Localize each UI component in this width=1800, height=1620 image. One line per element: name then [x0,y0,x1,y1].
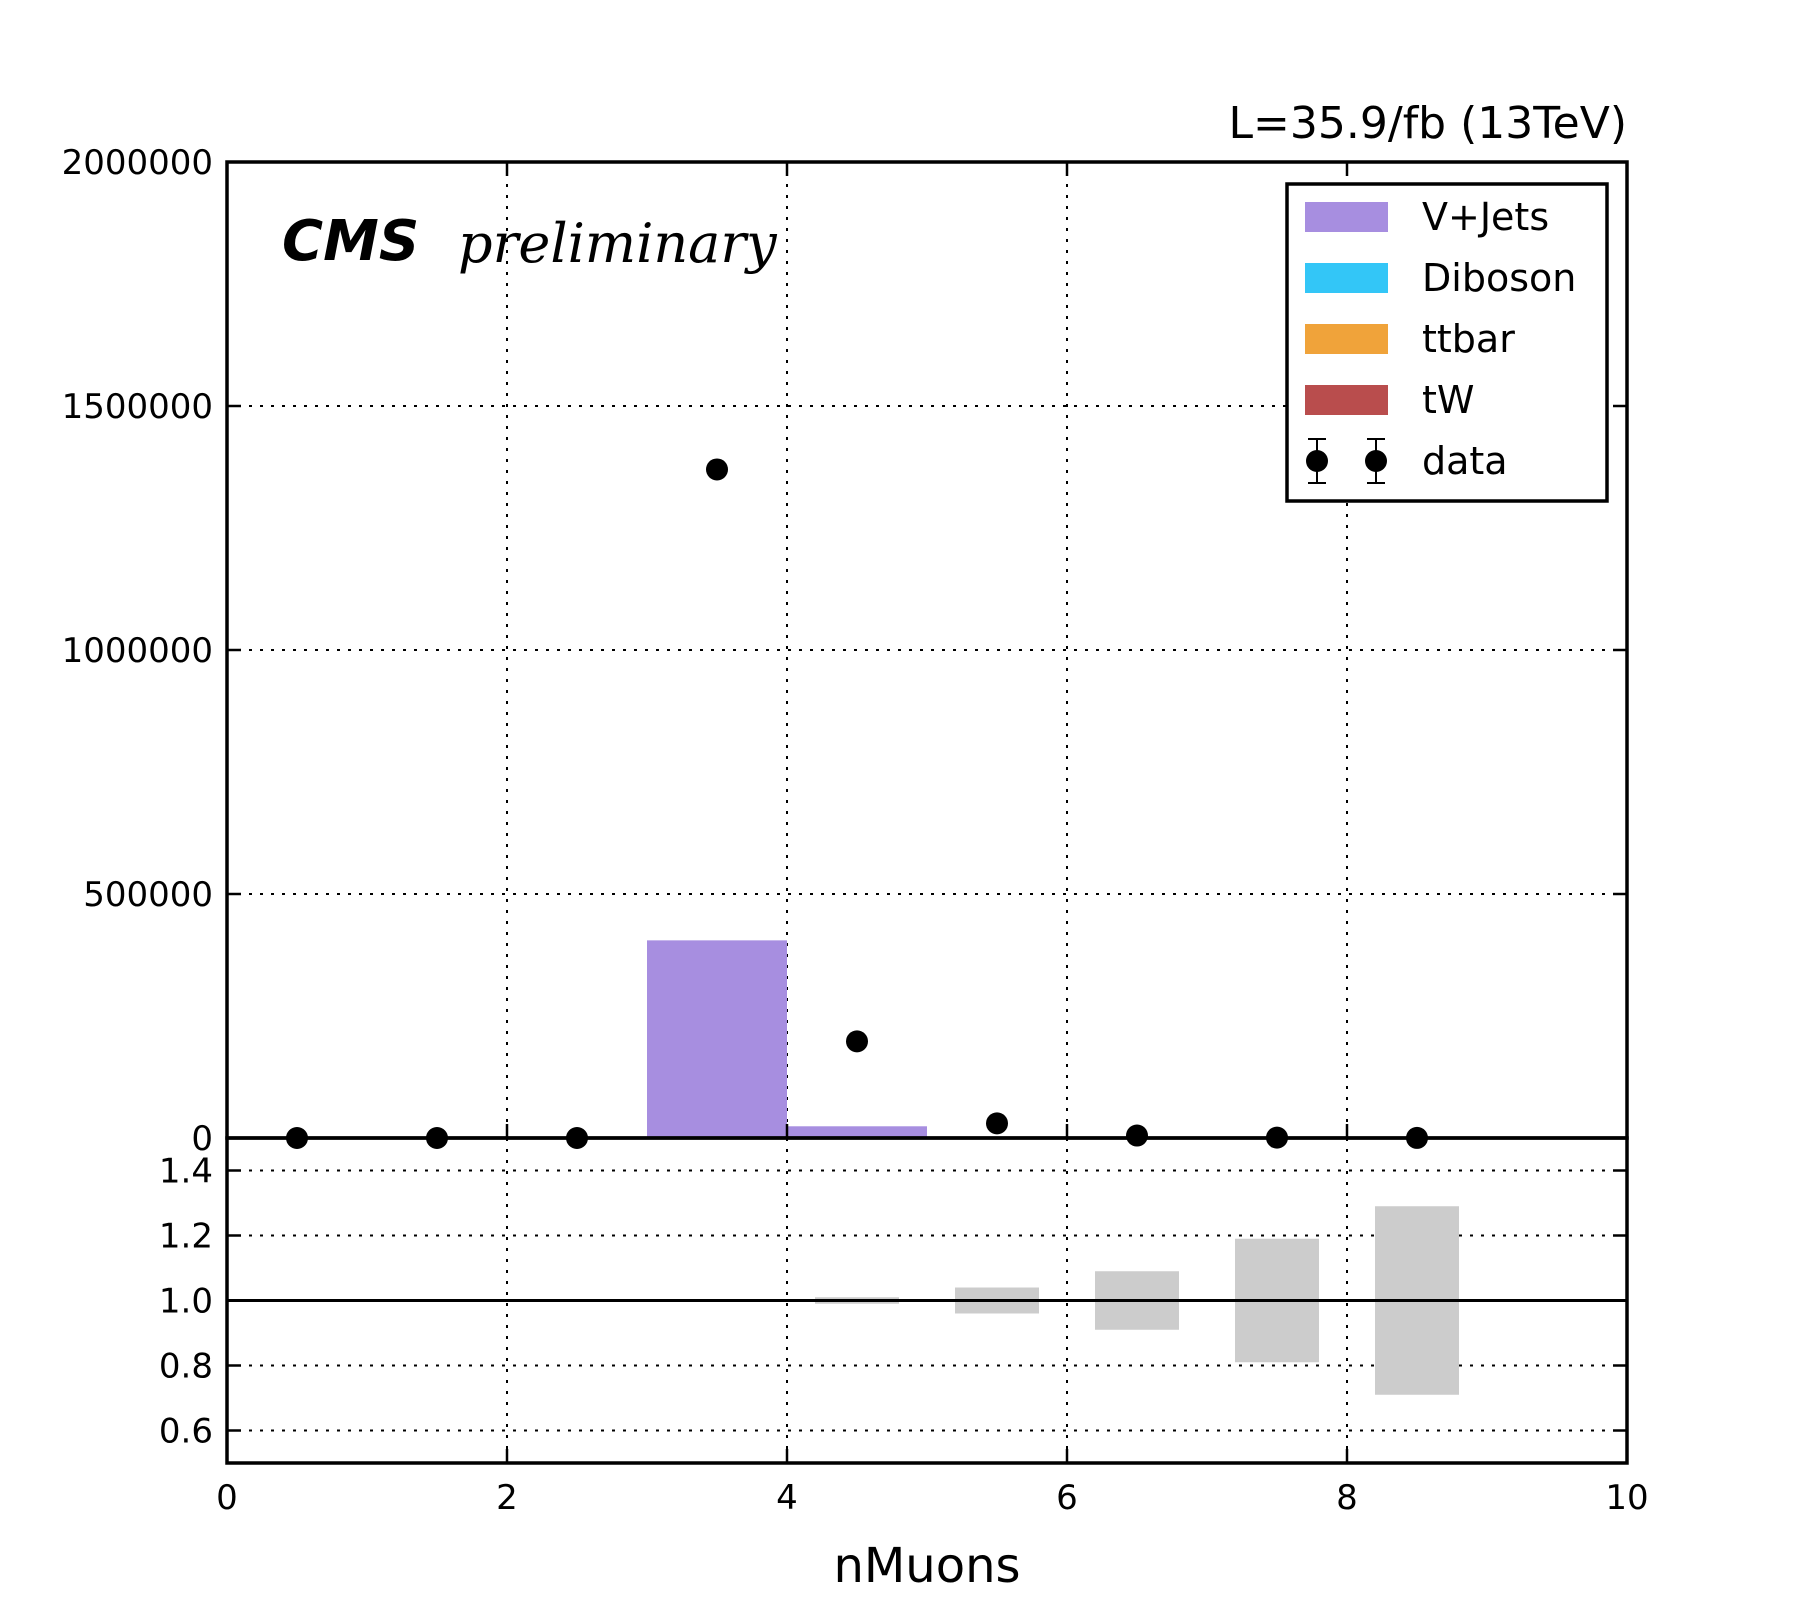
legend-label-v-jets: V+Jets [1422,195,1549,239]
x-tick-label: 6 [1056,1478,1078,1518]
y-tick-label: 2000000 [62,143,213,183]
data-point [846,1030,868,1053]
ratio-y-tick-label: 1.4 [159,1152,213,1192]
legend-label-tw: tW [1422,378,1474,422]
histogram-bar-v-jets [787,1126,927,1138]
x-tick-label: 2 [496,1478,518,1518]
ratio-panel: 0.6 0.8 1.0 1.2 1.4 0 2 4 6 8 10 [159,1136,1649,1518]
x-axis-title: nMuons [833,1538,1020,1594]
luminosity-label: L=35.9/fb (13TeV) [1229,98,1627,149]
legend-swatch-v-jets [1305,202,1388,232]
x-tick-label: 10 [1605,1478,1648,1518]
ratio-y-tick-label: 0.6 [159,1412,213,1452]
legend: V+Jets Diboson ttbar tW data [1285,182,1609,503]
legend-swatch-tw [1305,385,1388,415]
ratio-y-tick-label: 1.2 [159,1217,213,1257]
legend-swatch-ttbar [1305,324,1388,354]
legend-swatch-diboson [1305,263,1388,293]
y-tick-label: 500000 [83,875,213,915]
x-tick-label: 8 [1336,1478,1358,1518]
data-point [986,1112,1008,1135]
ratio-y-tick-label: 0.8 [159,1347,213,1387]
data-point [706,458,728,481]
preliminary-label: preliminary [458,212,778,275]
legend-label-data: data [1422,439,1508,483]
y-tick-label: 1500000 [62,387,213,427]
legend-marker-data [1365,450,1387,472]
legend-label-diboson: Diboson [1422,256,1576,300]
legend-marker-data [1306,450,1328,472]
y-tick-label: 0 [191,1119,213,1159]
data-point [1126,1124,1148,1147]
x-tick-label: 4 [776,1478,798,1518]
cms-label: CMS [282,209,419,274]
ratio-y-tick-label: 1.0 [159,1282,213,1322]
legend-label-ttbar: ttbar [1422,317,1515,361]
main-panel: 0 500000 1000000 1500000 2000000 [62,143,1629,1159]
y-tick-label: 1000000 [62,631,213,671]
x-tick-label: 0 [216,1478,238,1518]
histogram-bar-v-jets [647,940,787,1138]
